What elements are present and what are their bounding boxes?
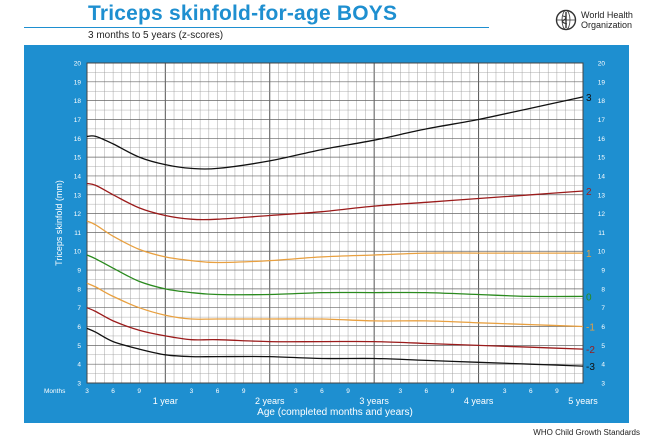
x-year-tick-label: 3 years bbox=[359, 396, 389, 406]
y-tick-label-left: 12 bbox=[74, 211, 82, 218]
y-tick-label-right: 17 bbox=[598, 117, 606, 124]
plot-border bbox=[86, 62, 584, 384]
page-subtitle: 3 months to 5 years (z-scores) bbox=[88, 30, 224, 41]
z-label-1: 1 bbox=[586, 249, 592, 260]
z-score-curves: 3 2 1 0 -1 -2 -3 bbox=[86, 93, 595, 373]
y-tick-label-left: 13 bbox=[74, 192, 82, 199]
z-curve-minus1 bbox=[86, 282, 584, 328]
z-curve-minus3 bbox=[86, 327, 584, 367]
x-month-tick-label: 3 bbox=[398, 388, 402, 395]
y-tick-label-right: 4 bbox=[601, 362, 605, 369]
x-month-tick-label: 6 bbox=[320, 388, 324, 395]
y-tick-label-right: 12 bbox=[598, 211, 606, 218]
y-tick-label-left: 3 bbox=[77, 381, 81, 388]
y-tick-label-left: 9 bbox=[77, 268, 81, 275]
y-tick-label-right: 9 bbox=[601, 268, 605, 275]
who-logo: World Health Organization bbox=[555, 9, 633, 31]
x-unit-label: Months bbox=[44, 388, 66, 395]
y-tick-label-left: 7 bbox=[77, 305, 81, 312]
z-label-minus3: -3 bbox=[586, 362, 595, 373]
z-label-3: 3 bbox=[586, 93, 592, 104]
y-tick-label-left: 15 bbox=[74, 155, 82, 162]
y-tick-label-left: 10 bbox=[74, 249, 82, 256]
y-tick-label-right: 15 bbox=[598, 155, 606, 162]
x-month-tick-label: 6 bbox=[425, 388, 429, 395]
x-month-tick-label: 9 bbox=[346, 388, 350, 395]
y-tick-label-left: 18 bbox=[74, 98, 82, 105]
x-axis-title: Age (completed months and years) bbox=[257, 407, 413, 418]
y-tick-label-right: 14 bbox=[598, 173, 606, 180]
x-month-tick-label: 9 bbox=[451, 388, 455, 395]
z-label-2: 2 bbox=[586, 187, 592, 198]
y-axis-title: Triceps skinfold (mm) bbox=[54, 180, 64, 266]
y-tick-label-left: 8 bbox=[77, 286, 81, 293]
x-month-tick-label: 6 bbox=[216, 388, 220, 395]
y-tick-label-left: 19 bbox=[74, 79, 82, 86]
y-tick-label-right: 19 bbox=[598, 79, 606, 86]
footer-credit: WHO Child Growth Standards bbox=[533, 428, 640, 437]
y-tick-label-right: 8 bbox=[601, 286, 605, 293]
y-tick-label-left: 20 bbox=[74, 61, 82, 68]
x-month-tick-label: 6 bbox=[111, 388, 115, 395]
z-curve-minus2 bbox=[86, 307, 584, 350]
y-tick-label-right: 18 bbox=[598, 98, 606, 105]
y-tick-label-right: 6 bbox=[601, 324, 605, 331]
x-month-tick-label: 3 bbox=[190, 388, 194, 395]
x-month-tick-label: 6 bbox=[529, 388, 533, 395]
x-month-tick-label: 3 bbox=[85, 388, 89, 395]
y-tick-label-right: 13 bbox=[598, 192, 606, 199]
y-tick-label-right: 20 bbox=[598, 61, 606, 68]
y-tick-label-left: 17 bbox=[74, 117, 82, 124]
z-curve-0 bbox=[86, 254, 584, 298]
z-label-0: 0 bbox=[586, 292, 592, 303]
z-curve-3 bbox=[86, 96, 584, 170]
y-tick-label-left: 16 bbox=[74, 136, 82, 143]
who-emblem-icon bbox=[555, 9, 577, 31]
x-year-tick-label: 1 year bbox=[153, 396, 178, 406]
y-tick-label-left: 4 bbox=[77, 362, 81, 369]
z-curve-1 bbox=[86, 220, 583, 264]
x-year-tick-label: 4 years bbox=[464, 396, 494, 406]
y-tick-label-right: 16 bbox=[598, 136, 606, 143]
y-tick-label-right: 3 bbox=[601, 381, 605, 388]
z-label-minus1: -1 bbox=[586, 323, 595, 334]
y-tick-label-left: 5 bbox=[77, 343, 81, 350]
x-month-tick-label: 3 bbox=[503, 388, 507, 395]
x-month-tick-label: 3 bbox=[294, 388, 298, 395]
org-name-line1: World Health bbox=[581, 10, 633, 20]
y-tick-label-right: 10 bbox=[598, 249, 606, 256]
page-title: Triceps skinfold-for-age BOYS bbox=[88, 2, 398, 25]
y-tick-label-left: 11 bbox=[74, 230, 81, 237]
y-tick-label-right: 7 bbox=[601, 305, 605, 312]
x-month-tick-label: 9 bbox=[137, 388, 141, 395]
org-name-line2: Organization bbox=[581, 20, 633, 30]
z-curve-2 bbox=[86, 182, 584, 221]
y-tick-label-left: 14 bbox=[74, 173, 82, 180]
x-month-tick-label: 9 bbox=[555, 388, 559, 395]
x-year-tick-label: 5 years bbox=[568, 396, 598, 406]
y-tick-label-right: 11 bbox=[598, 230, 605, 237]
title-underline bbox=[24, 27, 489, 28]
y-tick-label-right: 5 bbox=[601, 343, 605, 350]
z-label-minus2: -2 bbox=[586, 345, 595, 356]
chart-grid bbox=[86, 62, 584, 384]
x-year-tick-label: 2 years bbox=[255, 396, 285, 406]
y-tick-label-left: 6 bbox=[77, 324, 81, 331]
x-month-tick-label: 9 bbox=[242, 388, 246, 395]
